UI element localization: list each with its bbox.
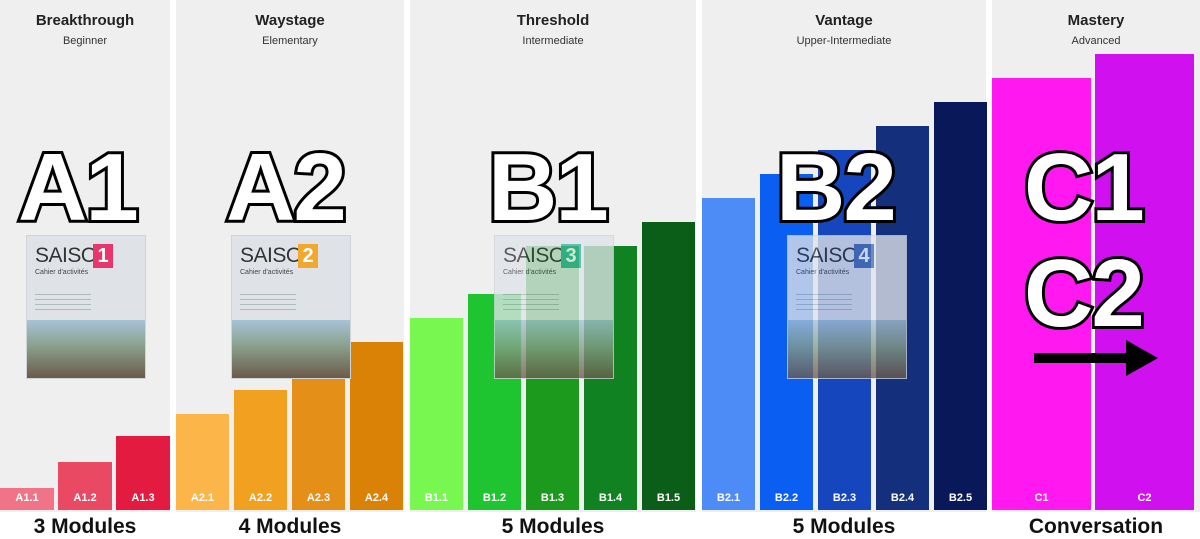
bar-label: B2.2 — [774, 492, 799, 504]
book-subtitle: Cahier d'activités — [240, 269, 294, 276]
book-subtitle: Cahier d'activités — [503, 269, 557, 276]
bar-label: B2.3 — [832, 492, 857, 504]
bar-c2: C2 — [1095, 54, 1194, 510]
big-level-label: C1 — [1021, 134, 1148, 241]
book-cover-photo — [27, 320, 145, 378]
bar-label: B1.2 — [482, 492, 507, 504]
level-title: Waystage — [255, 12, 325, 29]
book-number: 2 — [298, 244, 318, 268]
bar-label: B1.3 — [540, 492, 565, 504]
level-subtitle: Advanced — [1071, 35, 1121, 47]
book-number: 1 — [93, 244, 113, 268]
module-count-label: 5 Modules — [792, 515, 896, 538]
bar-label: A1.3 — [131, 492, 155, 504]
bar-c1: C1 — [992, 78, 1091, 510]
big-level-label: C2 — [1021, 240, 1148, 347]
bar-a2-2: A2.2 — [234, 390, 287, 510]
level-title: Vantage — [815, 12, 873, 29]
bar-label: A2.2 — [248, 492, 273, 504]
bar-label: B2.4 — [890, 492, 915, 504]
saison-3-book-cover: SAISON 3 Cahier d'activités — [494, 235, 614, 379]
module-count-label: Conversation — [1028, 515, 1164, 538]
bar-b1-1: B1.1 — [410, 318, 463, 510]
book-text-lines — [35, 294, 91, 314]
book-text-lines — [240, 294, 296, 314]
bar-label: A2.1 — [190, 492, 215, 504]
bar-b2-1: B2.1 — [702, 198, 755, 510]
level-title: Mastery — [1067, 12, 1125, 29]
bar-label: B2.1 — [716, 492, 741, 504]
module-count-label: 3 Modules — [33, 515, 137, 538]
bar-a2-4: A2.4 — [350, 342, 403, 510]
bar-label: A1.2 — [73, 492, 97, 504]
bar-label: B1.4 — [598, 492, 623, 504]
module-count-label: 5 Modules — [501, 515, 605, 538]
level-title: Threshold — [516, 12, 590, 29]
big-level-label: B2 — [773, 134, 900, 241]
bar-a1-1: A1.1 — [0, 488, 54, 510]
right-arrow-icon — [1034, 340, 1158, 376]
book-text-lines — [503, 294, 559, 314]
book-title: SAISON — [240, 244, 317, 267]
bar-b2-5: B2.5 — [934, 102, 987, 510]
bar-a2-3: A2.3 — [292, 374, 345, 510]
bar-label: B1.1 — [424, 492, 449, 504]
level-subtitle: Beginner — [62, 35, 108, 47]
bar-label: C2 — [1137, 492, 1152, 504]
bar-label: A1.1 — [15, 492, 39, 504]
bar-a1-3: A1.3 — [116, 436, 170, 510]
level-subtitle: Upper-Intermediate — [796, 35, 892, 47]
saison-1-book-cover: SAISON 1 Cahier d'activités — [26, 235, 146, 379]
bar-label: A2.3 — [306, 492, 331, 504]
bar-b1-5: B1.5 — [642, 222, 695, 510]
bar-label: A2.4 — [364, 492, 389, 504]
level-subtitle: Elementary — [262, 35, 318, 47]
big-level-label: B1 — [485, 134, 612, 241]
book-title: SAISON — [796, 244, 873, 267]
book-title: SAISON — [35, 244, 112, 267]
book-cover-photo — [495, 320, 613, 378]
book-text-lines — [796, 294, 852, 314]
bar-label: B2.5 — [948, 492, 973, 504]
bar-a2-1: A2.1 — [176, 414, 229, 510]
book-cover-photo — [788, 320, 906, 378]
book-number: 4 — [854, 244, 874, 268]
book-title: SAISON — [503, 244, 580, 267]
saison-4-book-cover: SAISON 4 Cahier d'activités — [787, 235, 907, 379]
saison-2-book-cover: SAISON 2 Cahier d'activités — [231, 235, 351, 379]
level-title: Breakthrough — [35, 12, 135, 29]
big-level-label: A2 — [223, 134, 350, 241]
book-subtitle: Cahier d'activités — [35, 269, 89, 276]
bar-label: B1.5 — [656, 492, 681, 504]
bar-a1-2: A1.2 — [58, 462, 112, 510]
level-subtitle: Intermediate — [522, 35, 584, 47]
big-level-label: A1 — [15, 134, 142, 241]
module-count-label: 4 Modules — [238, 515, 342, 538]
book-number: 3 — [561, 244, 581, 268]
book-subtitle: Cahier d'activités — [796, 269, 850, 276]
bar-label: C1 — [1034, 492, 1049, 504]
book-cover-photo — [232, 320, 350, 378]
